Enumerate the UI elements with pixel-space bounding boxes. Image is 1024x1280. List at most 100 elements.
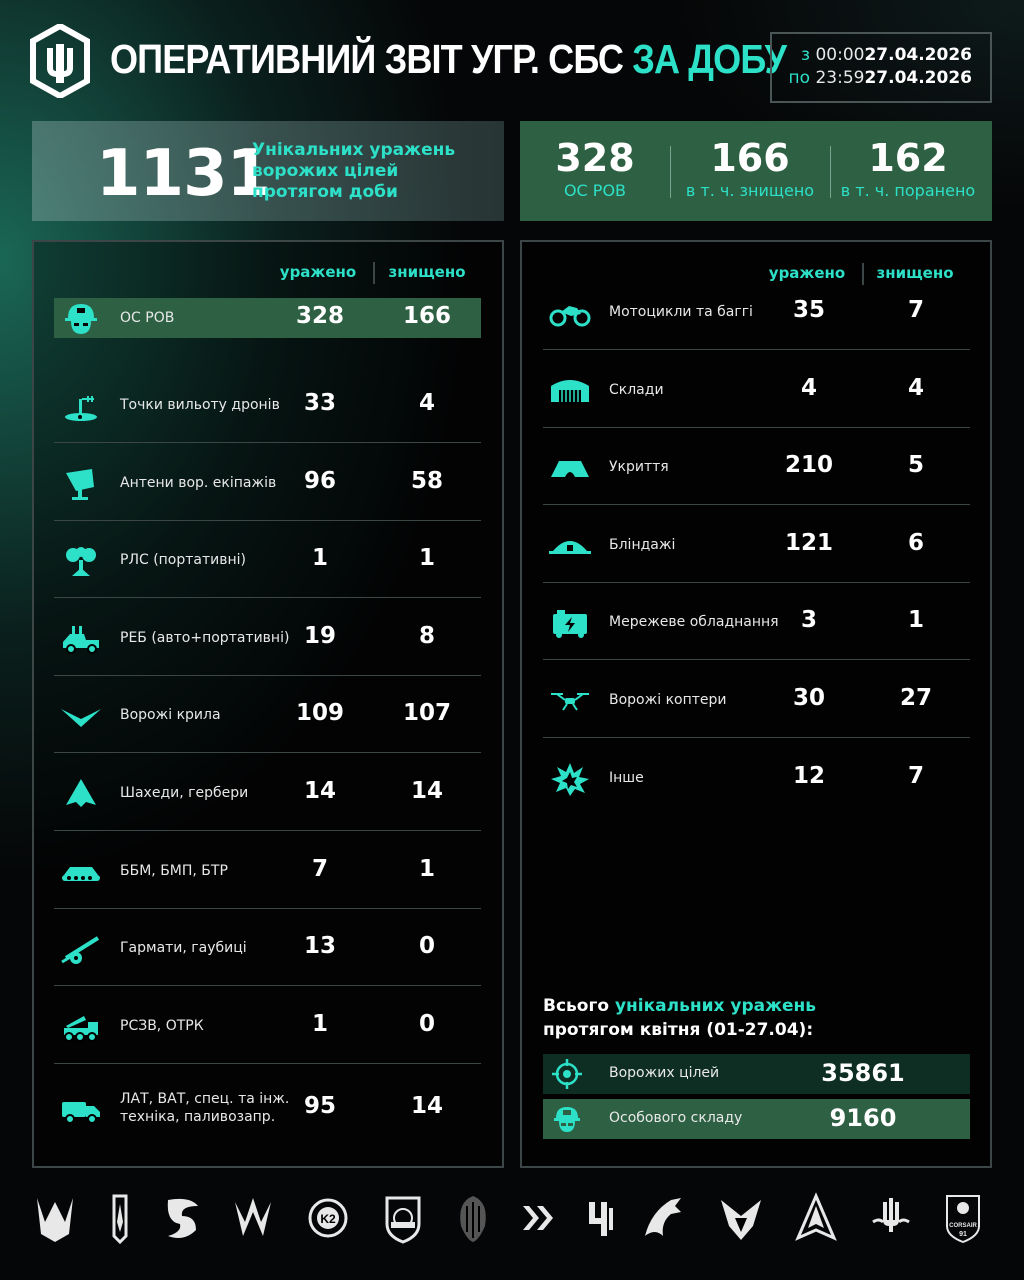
stat-divider	[670, 146, 671, 198]
table-row: Укриття 210 5	[543, 428, 970, 506]
column-separator	[373, 262, 375, 284]
unit-emblem-1-icon	[33, 1192, 77, 1244]
row-value-destroyed: 7	[907, 762, 924, 789]
row-label: Склади	[609, 381, 664, 398]
row-label: Укриття	[609, 459, 669, 476]
row-value-hit: 1	[311, 545, 328, 571]
row-value-destroyed: 1	[418, 545, 435, 571]
row-label: Бліндажі	[609, 536, 676, 553]
row-label: РСЗВ, ОТРК	[120, 1018, 204, 1034]
row-value-destroyed: 14	[410, 778, 443, 804]
table-row: Бліндажі 121 6	[543, 506, 970, 583]
unit-emblem-9-icon	[577, 1192, 621, 1244]
fixed-wing-drone-icon	[61, 709, 101, 727]
daily-total-box	[32, 121, 504, 221]
unit-emblem-6-icon	[381, 1192, 425, 1244]
date-range-box: з 00:0027.04.2026 по 23:5927.04.2026	[770, 32, 992, 103]
antenna-dish-icon	[66, 469, 94, 500]
left-panel	[32, 240, 504, 1168]
row-value-destroyed: 0	[418, 1011, 435, 1037]
unit-emblem-12-icon	[794, 1192, 838, 1244]
table-row: Ворожі коптери 30 27	[543, 661, 970, 738]
shahed-drone-icon	[66, 779, 96, 807]
date-from: з 00:0027.04.2026	[801, 45, 972, 65]
mlrs-icon	[64, 1016, 98, 1042]
row-label: ОС РОВ	[120, 310, 175, 326]
column-header-hit: уражено	[768, 264, 846, 282]
row-value-hit: 3	[800, 607, 817, 634]
row-label: РЕБ (авто+портативні)	[120, 630, 290, 646]
shelter-icon	[551, 461, 589, 478]
row-label: Інше	[609, 769, 644, 786]
table-row: Мотоцикли та баггі 35 7	[543, 273, 970, 350]
trident-shield-logo-icon	[30, 24, 90, 98]
row-value-hit: 14	[303, 778, 336, 804]
row-value-destroyed: 7	[907, 297, 924, 323]
row-value-destroyed: 1	[418, 856, 435, 882]
row-value-hit: 35	[792, 297, 825, 323]
row-label: ЛАТ, ВАТ, спец. та інж. техніка, паливоза…	[120, 1091, 290, 1125]
right-panel	[520, 240, 992, 1168]
svg-text:CORSAIR: CORSAIR	[949, 1223, 977, 1229]
title-accent: ЗА ДОБУ	[632, 36, 787, 82]
soldier-helmet-icon	[65, 304, 97, 334]
stat-divider	[830, 146, 831, 198]
row-value-destroyed: 4	[418, 390, 435, 416]
truck-icon	[62, 1102, 100, 1124]
column-header-destroyed: знищено	[388, 263, 466, 281]
table-row: Мережеве обладнання 3 1	[543, 583, 970, 661]
table-row: Склади 4 4	[543, 351, 970, 428]
row-value-destroyed: 0	[418, 933, 435, 959]
unit-emblem-11-icon	[719, 1192, 763, 1244]
row-value-hit: 13	[303, 933, 336, 959]
radar-icon	[66, 547, 96, 576]
row-label: Ворожі крила	[120, 707, 221, 723]
daily-total-description: Унікальних уражень ворожих цілей протяго…	[252, 140, 456, 202]
april-row-personnel: Особового складу 9160	[543, 1099, 970, 1139]
stat-destroyed: 166 в т. ч. знищено	[685, 136, 815, 200]
page-title: ОПЕРАТИВНИЙ ЗВІТ УГР. СБС ЗА ДОБУ	[110, 36, 787, 83]
stat-wounded: 162 в т. ч. поранено	[840, 136, 976, 200]
unit-emblem-7-icon	[451, 1192, 495, 1244]
column-header-destroyed: знищено	[876, 264, 954, 282]
unit-emblem-4-icon	[231, 1192, 275, 1244]
row-label: Шахеди, гербери	[120, 785, 249, 801]
row-value-destroyed: 14	[410, 1093, 443, 1119]
row-label: РЛС (портативні)	[120, 552, 247, 568]
row-value-hit: 121	[784, 529, 833, 556]
warehouse-icon	[551, 379, 589, 402]
row-value-destroyed: 58	[410, 468, 443, 494]
table-row: РСЗВ, ОТРК 1 0	[54, 987, 481, 1064]
row-value-hit: 4	[800, 374, 817, 401]
row-value-hit: 96	[303, 468, 336, 494]
row-value-destroyed: 5	[907, 452, 924, 479]
table-row: ОС РОВ 328 166	[54, 298, 481, 338]
apc-icon	[62, 867, 100, 881]
table-row: Інше 12 7	[543, 739, 970, 816]
column-separator	[862, 263, 864, 285]
column-header-hit: уражено	[279, 263, 357, 281]
motorcycle-icon	[549, 306, 591, 327]
row-value-hit: 33	[303, 390, 336, 416]
table-row: Антени вор. екіпажів 96 58	[54, 444, 481, 521]
ew-vehicle-icon	[63, 626, 99, 654]
unit-emblem-5-icon: K2	[306, 1192, 350, 1244]
quadcopter-icon	[551, 693, 589, 711]
row-value-destroyed: 1	[907, 607, 924, 634]
drone-launch-point-icon	[65, 396, 97, 421]
row-value-hit: 210	[784, 452, 833, 479]
unit-emblem-2-icon	[98, 1192, 142, 1245]
table-row: РЕБ (авто+портативні) 19 8	[54, 599, 481, 676]
row-value-hit: 7	[311, 856, 328, 882]
explosion-icon	[551, 762, 589, 796]
table-row: Шахеди, гербери 14 14	[54, 754, 481, 831]
row-label: Мотоцикли та баггі	[609, 304, 753, 320]
dugout-icon	[549, 540, 591, 554]
row-value-hit: 30	[792, 685, 825, 711]
row-value-destroyed: 4	[907, 374, 924, 401]
table-row: Точки вильоту дронів 33 4	[54, 366, 481, 443]
row-value-hit: 328	[295, 303, 344, 329]
row-value-destroyed: 27	[899, 685, 932, 711]
row-value-hit: 109	[295, 700, 344, 726]
row-value-destroyed: 107	[402, 700, 451, 726]
